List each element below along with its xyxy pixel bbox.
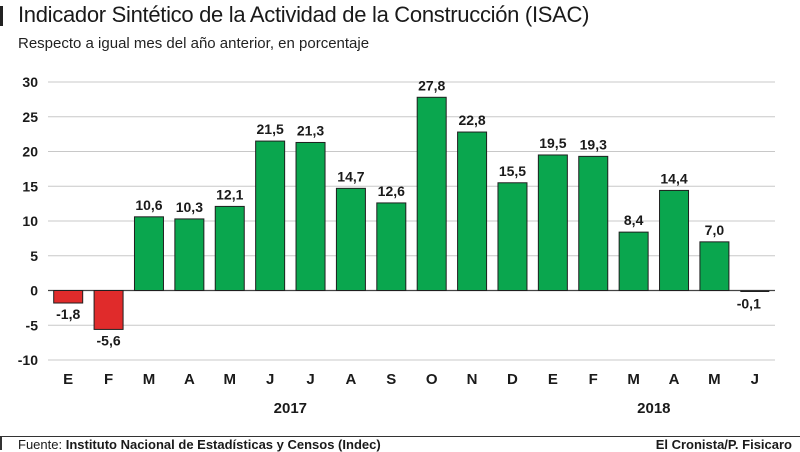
bar-value-label: 12,1 [216, 186, 243, 202]
bar-value-label: 22,8 [458, 112, 485, 128]
bar-chart: 30 25 20 15 10 5 0 -5 -10 -1,8 E -5,6 F 10,6 M 10,3 A 12,… [18, 74, 775, 417]
bar-value-label: 10,3 [176, 199, 203, 215]
y-tick-label: 15 [22, 178, 38, 194]
bar [255, 140, 286, 291]
bar-value-label: 19,5 [539, 135, 566, 151]
x-category-label: E [548, 371, 558, 388]
x-category-label: N [467, 371, 478, 388]
bar [133, 216, 164, 291]
source-name: Instituto Nacional de Estadísticas y Cen… [65, 437, 381, 452]
chart-title: Indicador Sintético de la Actividad de l… [18, 2, 590, 27]
y-tick-label: 25 [22, 109, 38, 125]
credit-note: El Cronista/P. Fisicaro [655, 437, 792, 452]
title-accent-bar [0, 6, 3, 26]
bar-value-label: 12,6 [378, 183, 405, 199]
bar [335, 187, 366, 292]
x-category-label: S [386, 371, 396, 388]
bar-value-label: 21,3 [297, 122, 324, 138]
source-note: Fuente: Instituto Nacional de Estadístic… [18, 437, 381, 452]
bar-value-label: 8,4 [624, 212, 644, 228]
y-tick-label: -10 [18, 352, 38, 368]
year-group-label: 2018 [637, 400, 670, 417]
bar [740, 290, 770, 292]
y-tick-label: 0 [30, 283, 38, 299]
x-category-label: O [426, 371, 438, 388]
bar [93, 290, 124, 330]
chart-subtitle: Respecto a igual mes del año anterior, e… [18, 35, 370, 52]
y-tick-label: 10 [22, 213, 38, 229]
x-category-label: J [751, 371, 759, 388]
bar-value-label: -0,1 [737, 296, 761, 312]
x-category-label: D [507, 371, 518, 388]
bar [295, 141, 326, 291]
bar [214, 205, 245, 291]
x-category-label: A [669, 371, 680, 388]
bar [416, 96, 447, 292]
x-category-label: J [266, 371, 274, 388]
x-category-label: M [627, 371, 640, 388]
bar [457, 131, 488, 291]
bar-value-label: -1,8 [56, 306, 80, 322]
bar [618, 231, 649, 291]
bar [497, 182, 528, 291]
bar-value-label: -5,6 [97, 332, 121, 348]
y-tick-label: 30 [22, 74, 38, 90]
x-category-label: F [589, 371, 598, 388]
y-tick-label: -5 [26, 317, 39, 333]
bar-value-label: 27,8 [418, 77, 445, 93]
year-group-label: 2017 [274, 400, 307, 417]
source-prefix: Fuente: [18, 437, 66, 452]
x-category-label: J [306, 371, 314, 388]
x-category-label: A [345, 371, 356, 388]
x-category-label: F [104, 371, 113, 388]
bar [659, 189, 690, 291]
x-category-label: M [708, 371, 721, 388]
x-category-label: M [143, 371, 156, 388]
footer-accent-tick [0, 436, 2, 450]
bar [174, 218, 205, 291]
bar-value-label: 19,3 [580, 136, 607, 152]
y-tick-label: 5 [30, 248, 38, 264]
footer-divider [0, 436, 800, 437]
bar [537, 154, 568, 291]
bar-value-label: 10,6 [135, 197, 162, 213]
x-category-label: M [224, 371, 237, 388]
bar-value-label: 14,7 [337, 168, 364, 184]
bar-value-label: 15,5 [499, 163, 526, 179]
bar-value-label: 14,4 [660, 170, 687, 186]
bar [699, 241, 730, 292]
y-tick-label: 20 [22, 144, 38, 160]
x-category-label: A [184, 371, 195, 388]
bar-value-label: 7,0 [705, 222, 725, 238]
bar [578, 155, 609, 291]
bar [53, 290, 84, 304]
x-category-label: E [63, 371, 73, 388]
bar-value-label: 21,5 [257, 121, 284, 137]
bar [376, 202, 407, 291]
